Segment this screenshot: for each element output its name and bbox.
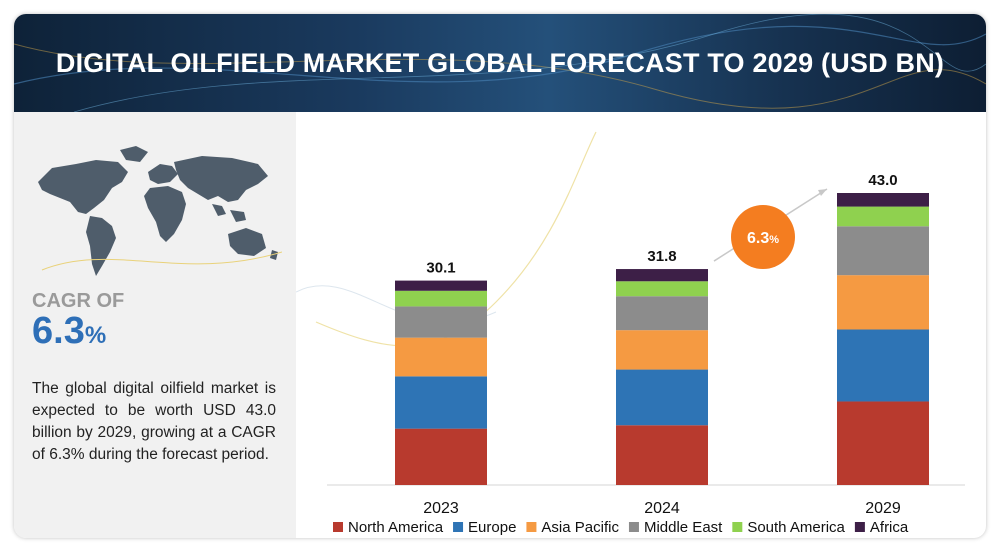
legend-label-europe: Europe [468,519,516,536]
bar-north-america-2029 [837,401,929,485]
stacked-bar-chart: 30.1 31.8 43.0 2023 2024 2029 6.3% North Ame… [296,131,965,536]
bar-asia-pacific-2023 [395,337,487,377]
legend-label-middle-east: Middle East [644,519,723,536]
cagr-badge: 6.3% [731,205,795,269]
x-tick-labels-group: 2023 2024 2029 [423,500,901,517]
bar-south-america-2023 [395,290,487,307]
cagr-badge-number: 6.3 [747,230,769,247]
bars-group [395,193,929,485]
bar-north-america-2024 [616,425,708,485]
x-tick-label: 2029 [865,500,901,517]
page-title: DIGITAL OILFIELD MARKET GLOBAL FORECAST … [55,47,945,78]
bar-south-america-2024 [616,281,708,297]
total-label: 30.1 [426,260,455,277]
market-description: The global digital oilfield market is ex… [32,380,276,463]
bar-south-america-2029 [837,206,929,227]
total-label: 43.0 [868,172,897,189]
cagr-label: CAGR OF [32,290,125,312]
bar-north-america-2023 [395,428,487,485]
bar-asia-pacific-2024 [616,330,708,370]
total-label: 31.8 [647,248,676,265]
bar-europe-2024 [616,369,708,426]
growth-arrow-head [818,189,827,196]
cagr-badge-text: 6.3% [747,230,779,247]
legend-swatch-asia-pacific [526,522,537,532]
cagr-percent: % [84,322,107,349]
bar-middle-east-2024 [616,296,708,331]
legend: North America Europe Asia Pacific Middle Ea… [333,519,909,536]
bar-middle-east-2023 [395,306,487,338]
cagr-badge-percent: % [769,234,779,246]
cagr-value: 6.3% [32,310,106,353]
legend-swatch-europe [453,522,464,532]
title-banner: DIGITAL OILFIELD MARKET GLOBAL FORECAST … [14,14,986,112]
world-map-icon [38,146,282,276]
total-labels-group: 30.1 31.8 43.0 [426,172,897,277]
summary-panel: CAGR OF 6.3% The global digital oilfield… [14,112,296,538]
bar-africa-2029 [837,193,929,207]
x-tick-label: 2023 [423,500,459,517]
bar-europe-2029 [837,329,929,402]
legend-swatch-south-america [732,522,743,532]
bar-europe-2023 [395,376,487,429]
bar-africa-2024 [616,269,708,282]
cagr-badge-circle [731,205,795,269]
legend-label-north-america: North America [348,519,444,536]
legend-label-south-america: South America [747,519,845,536]
bar-middle-east-2029 [837,226,929,276]
decorative-curve [315,131,597,347]
infographic-card: DIGITAL OILFIELD MARKET GLOBAL FORECAST … [14,14,986,538]
legend-swatch-africa [854,522,865,532]
bar-asia-pacific-2029 [837,275,929,330]
cagr-number: 6.3 [32,310,85,352]
legend-label-asia-pacific: Asia Pacific [541,519,619,536]
legend-label-africa: Africa [870,519,909,536]
banner-light-streaks [14,14,986,112]
legend-swatch-north-america [333,522,343,532]
bar-africa-2023 [395,280,487,291]
x-tick-label: 2024 [644,500,680,517]
legend-swatch-middle-east [628,522,639,532]
